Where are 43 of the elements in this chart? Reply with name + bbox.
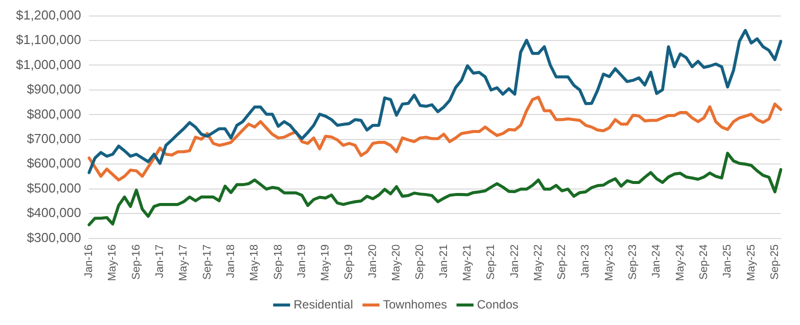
x-tick-label: Jan-16: [83, 244, 96, 278]
x-tick-label: Jan-25: [722, 244, 734, 278]
x-tick-label: Sep-23: [627, 244, 640, 280]
legend-label: Townhomes: [382, 297, 448, 312]
y-tick-label: $800,000: [26, 106, 82, 122]
x-tick-label: May-21: [461, 244, 474, 282]
x-tick-label: Sep-21: [485, 244, 498, 280]
x-tick-label: Jan-23: [580, 244, 592, 278]
x-tick-label: Sep-20: [414, 244, 426, 280]
x-tick-label: Jan-22: [508, 244, 521, 278]
x-tick-label: May-25: [745, 244, 758, 282]
x-tick-label: Sep-19: [343, 244, 356, 280]
x-tick-label: Jan-21: [438, 244, 450, 278]
x-tick-label: May-23: [603, 244, 616, 282]
x-tick-label: May-22: [532, 244, 544, 282]
x-tick-label: Sep-18: [272, 244, 284, 280]
x-tick-label: May-20: [390, 244, 403, 282]
x-tick-label: May-24: [674, 244, 686, 282]
x-tick-label: May-17: [178, 244, 190, 282]
x-tick-label: Jan-24: [650, 244, 663, 278]
x-tick-label: Jan-20: [366, 244, 379, 278]
y-tick-label: $1,100,000: [16, 32, 82, 48]
y-tick-label: $300,000: [26, 230, 82, 245]
x-tick-label: May-16: [106, 244, 119, 282]
x-tick-label: Jan-17: [154, 244, 166, 278]
x-tick-label: Jan-19: [296, 244, 308, 278]
x-tick-label: Jan-18: [224, 244, 237, 278]
x-tick-label: Sep-16: [130, 244, 142, 280]
y-tick-label: $1,000,000: [16, 56, 82, 72]
y-tick-label: $900,000: [26, 82, 82, 97]
y-tick-label: $600,000: [26, 156, 82, 171]
y-tick-label: $700,000: [26, 131, 82, 146]
x-tick-label: Sep-25: [768, 244, 781, 280]
legend-label: Residential: [294, 297, 353, 312]
x-tick-label: Sep-17: [201, 244, 214, 280]
x-tick-label: Sep-24: [698, 244, 710, 280]
x-tick-label: May-19: [320, 244, 332, 282]
y-tick-label: $500,000: [26, 180, 82, 196]
x-tick-label: Sep-22: [556, 244, 568, 280]
x-tick-label: May-18: [248, 244, 261, 282]
y-tick-label: $400,000: [26, 205, 82, 220]
legend-label: Condos: [477, 297, 518, 312]
y-tick-label: $1,200,000: [16, 7, 82, 22]
